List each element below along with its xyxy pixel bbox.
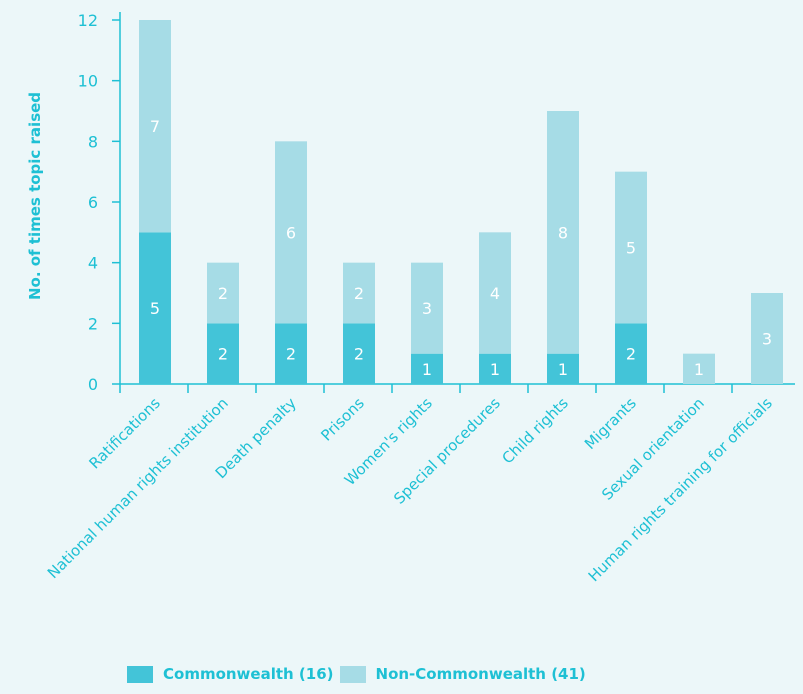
data-label: 1	[490, 360, 500, 379]
y-tick-label: 4	[88, 254, 98, 273]
data-label: 3	[762, 330, 772, 349]
bar-segment-commonwealth	[479, 353, 511, 384]
bar-segment-non-commonwealth	[343, 262, 375, 324]
bar-segment-non-commonwealth	[751, 293, 783, 384]
legend-swatch-commonwealth	[127, 665, 153, 683]
legend-label-non-commonwealth: Non-Commonwealth (41)	[375, 665, 586, 683]
legend: Commonwealth (16) Non-Commonwealth (41)	[127, 665, 592, 683]
y-tick-label: 6	[88, 193, 98, 212]
bar-segment-commonwealth	[139, 232, 171, 384]
data-label: 7	[150, 117, 160, 136]
legend-item-commonwealth: Commonwealth (16)	[127, 665, 334, 683]
bar-segment-non-commonwealth	[479, 232, 511, 354]
data-label: 2	[354, 284, 364, 303]
data-label: 5	[626, 239, 636, 258]
y-tick-label: 10	[78, 72, 98, 91]
data-label: 2	[286, 345, 296, 364]
data-label: 8	[558, 223, 568, 242]
x-tick-label: Migrants	[581, 394, 640, 453]
data-label: 1	[694, 360, 704, 379]
bar-segment-non-commonwealth	[683, 353, 715, 384]
y-tick-label: 12	[78, 11, 98, 30]
legend-label-commonwealth: Commonwealth (16)	[163, 665, 334, 683]
y-tick-label: 0	[88, 375, 98, 394]
bar-segment-commonwealth	[207, 323, 239, 384]
bar-segment-non-commonwealth	[411, 262, 443, 354]
bar-segment-non-commonwealth	[615, 171, 647, 324]
x-tick-label: Child rights	[499, 394, 572, 467]
data-label: 3	[422, 299, 432, 318]
y-tick-label: 8	[88, 132, 98, 151]
legend-swatch-non-commonwealth	[339, 665, 366, 683]
data-label: 2	[218, 345, 228, 364]
bar-segment-non-commonwealth	[207, 262, 239, 324]
y-axis-label: No. of times topic raised	[26, 92, 44, 300]
bar-segment-commonwealth	[343, 323, 375, 384]
bars: 5 7 2 2 2 6 2 2 1 3 1 4 1 8 2 5 1 3	[139, 20, 783, 384]
data-label: 5	[150, 299, 160, 318]
y-tick-label: 2	[88, 314, 98, 333]
x-tick-label: Prisons	[317, 394, 368, 445]
data-label: 1	[422, 360, 432, 379]
bar-segment-non-commonwealth	[139, 20, 171, 233]
bar-segment-commonwealth	[615, 323, 647, 384]
data-label: 6	[286, 223, 296, 242]
bar-segment-commonwealth	[275, 323, 307, 384]
data-label: 2	[354, 345, 364, 364]
bar-segment-commonwealth	[547, 353, 579, 384]
data-label: 4	[490, 284, 500, 303]
data-label: 2	[626, 345, 636, 364]
bar-segment-commonwealth	[411, 353, 443, 384]
data-label: 1	[558, 360, 568, 379]
bar-segment-non-commonwealth	[275, 141, 307, 324]
bar-segment-non-commonwealth	[547, 111, 579, 354]
data-label: 2	[218, 284, 228, 303]
legend-item-non-commonwealth: Non-Commonwealth (41)	[339, 665, 586, 683]
